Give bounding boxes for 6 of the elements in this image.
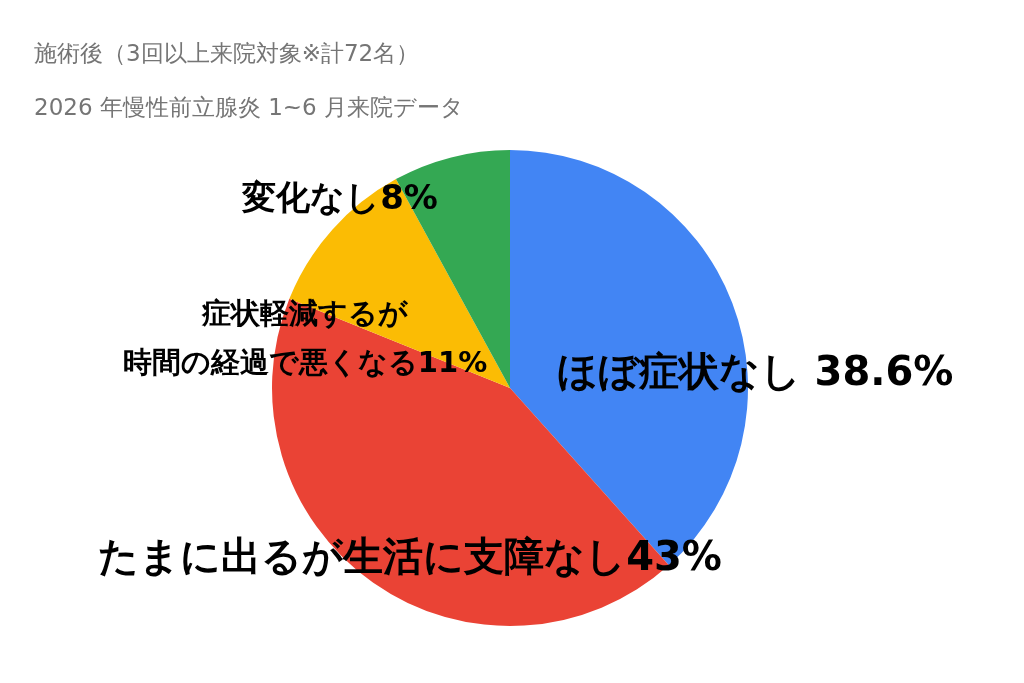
data-label: 38.6% [814, 348, 954, 395]
data-label: 11% [417, 345, 488, 380]
chart-subtitle: 2026 年慢性前立腺炎 1~6 月来院データ [34, 93, 465, 122]
data-label: 43% [626, 533, 722, 580]
chart-title: 施術後（3回以上来院対象※計72名） [34, 39, 420, 68]
slice-label: たまに出るが生活に支障なし [98, 533, 627, 580]
